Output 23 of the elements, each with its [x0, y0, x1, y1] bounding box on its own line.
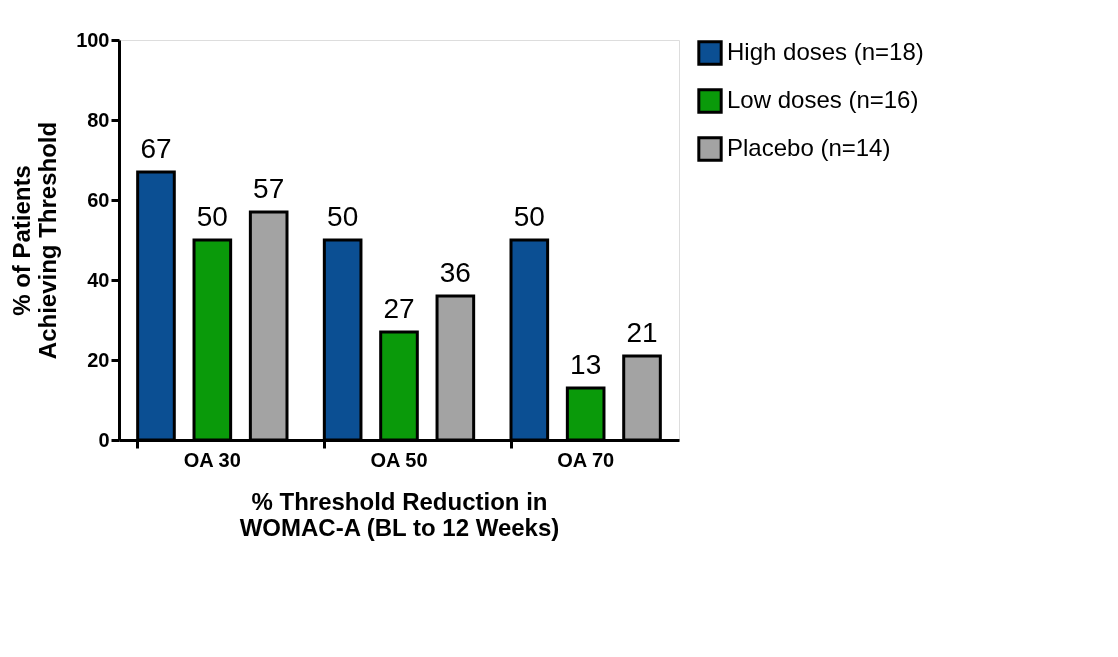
legend-label: High doses (n=18)	[727, 38, 924, 65]
data-label: 21	[626, 317, 658, 348]
y-tick-label: 40	[87, 268, 110, 291]
y-tick-label: 20	[87, 348, 110, 371]
data-label: 36	[439, 257, 471, 288]
x-tick-label: OA 50	[370, 448, 428, 471]
data-label: 50	[513, 201, 545, 232]
legend-label: Low doses (n=16)	[727, 86, 919, 113]
y-axis-title: % of Patients Achieving Threshold	[8, 121, 62, 360]
x-tick-label: OA 30	[183, 448, 241, 471]
x-axis-title: % Threshold Reduction in WOMAC-A (BL to 12 Weeks)	[239, 487, 560, 541]
data-label: 27	[383, 293, 415, 324]
data-label: 13	[570, 349, 602, 380]
y-tick-label: 80	[87, 108, 110, 131]
data-label: 57	[253, 173, 285, 204]
y-tick-label: 0	[98, 428, 110, 451]
y-tick-label: 60	[87, 188, 110, 211]
data-label: 50	[327, 201, 359, 232]
legend-label: Placebo (n=14)	[727, 134, 891, 161]
data-label: 50	[196, 201, 228, 232]
data-label: 67	[140, 133, 172, 164]
y-tick-label: 100	[76, 28, 110, 51]
x-tick-label: OA 70	[557, 448, 615, 471]
